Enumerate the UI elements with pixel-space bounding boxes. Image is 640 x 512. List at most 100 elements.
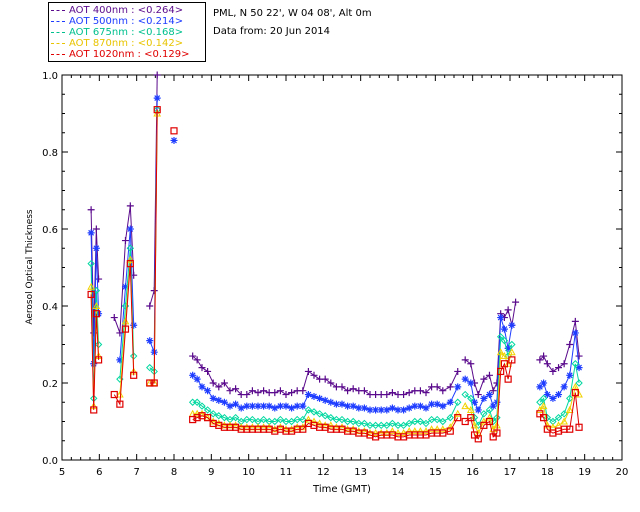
data-point: [461, 375, 469, 383]
data-point: [504, 344, 512, 352]
data-point: [480, 421, 488, 429]
data-point: [575, 379, 583, 387]
data-point: [316, 394, 324, 402]
data-point: [383, 421, 391, 430]
data-point: [170, 127, 178, 135]
data-point: [383, 391, 391, 399]
data-point: [422, 419, 430, 428]
legend-swatch-icon: [51, 9, 65, 11]
data-point: [508, 348, 516, 356]
data-point: [271, 404, 279, 412]
data-point: [508, 321, 516, 329]
data-point: [405, 389, 413, 397]
data-point: [87, 206, 95, 214]
data-point: [405, 427, 414, 435]
data-point: [276, 423, 285, 431]
data-point: [248, 415, 257, 424]
data-point: [416, 387, 424, 395]
data-point: [116, 390, 124, 398]
data-point: [299, 387, 307, 395]
data-point: [454, 398, 462, 406]
data-point: [566, 425, 574, 433]
data-point: [489, 387, 497, 395]
data-point: [304, 391, 312, 399]
data-point: [422, 427, 430, 435]
data-point: [321, 375, 329, 383]
data-point: [508, 340, 516, 349]
data-point: [344, 387, 352, 395]
data-point: [92, 301, 101, 309]
data-point: [288, 389, 296, 397]
data-point: [470, 421, 479, 429]
data-point: [485, 406, 494, 414]
x-tick-label: 8: [171, 467, 177, 478]
x-tick-label: 15: [429, 467, 442, 478]
data-point: [575, 364, 583, 372]
data-point: [371, 429, 380, 437]
data-point: [203, 406, 212, 414]
data-point: [271, 417, 279, 426]
x-tick-label: 6: [96, 467, 102, 478]
y-tick-label: 0.6: [42, 225, 58, 236]
data-point: [500, 325, 508, 333]
data-point: [110, 390, 118, 399]
data-point: [372, 406, 380, 414]
data-point: [87, 229, 95, 237]
data-point: [242, 423, 251, 431]
data-point: [299, 415, 307, 424]
data-point: [226, 421, 234, 429]
data-point: [189, 352, 197, 360]
data-point: [126, 202, 134, 210]
data-point: [321, 421, 330, 429]
y-axis-label: Aerosol Optical Thickness: [25, 209, 35, 325]
series-layer: [87, 71, 583, 443]
data-point: [259, 415, 268, 424]
data-point: [560, 417, 568, 425]
data-point: [349, 425, 358, 433]
data-point: [496, 348, 505, 356]
data-point: [504, 359, 512, 367]
data-point: [400, 391, 408, 399]
legend-swatch-icon: [51, 31, 65, 33]
x-tick-label: 20: [616, 467, 629, 478]
x-tick-label: 17: [504, 467, 517, 478]
data-point: [466, 405, 475, 413]
data-point: [571, 317, 579, 325]
data-point: [480, 394, 488, 402]
data-point: [153, 94, 161, 102]
data-point: [304, 406, 313, 414]
data-point: [422, 389, 430, 397]
data-point: [254, 389, 262, 397]
data-point: [304, 415, 313, 423]
data-point: [400, 406, 408, 414]
data-point: [543, 360, 551, 368]
data-point: [293, 402, 301, 410]
x-tick-label: 5: [59, 467, 65, 478]
data-point: [92, 244, 100, 252]
data-point: [474, 406, 482, 414]
data-point: [204, 414, 212, 422]
data-point: [349, 417, 357, 426]
data-point: [446, 423, 455, 431]
data-point: [204, 387, 212, 395]
data-point: [276, 402, 284, 410]
data-point: [265, 423, 274, 431]
data-point: [327, 379, 335, 387]
x-tick-label: 14: [392, 467, 405, 478]
data-point: [555, 391, 563, 399]
x-tick-label: 18: [541, 467, 554, 478]
data-point: [226, 387, 234, 395]
data-point: [248, 387, 256, 395]
data-point: [388, 404, 396, 412]
data-point: [220, 379, 228, 387]
data-point: [198, 364, 206, 372]
data-point: [326, 421, 335, 429]
data-point: [536, 383, 544, 391]
data-point: [549, 367, 557, 375]
data-point: [92, 310, 100, 318]
data-point: [354, 427, 363, 435]
data-point: [299, 402, 307, 410]
data-point: [388, 419, 397, 428]
legend-label-870nm: AOT 870nm : <0.142>: [69, 38, 184, 49]
